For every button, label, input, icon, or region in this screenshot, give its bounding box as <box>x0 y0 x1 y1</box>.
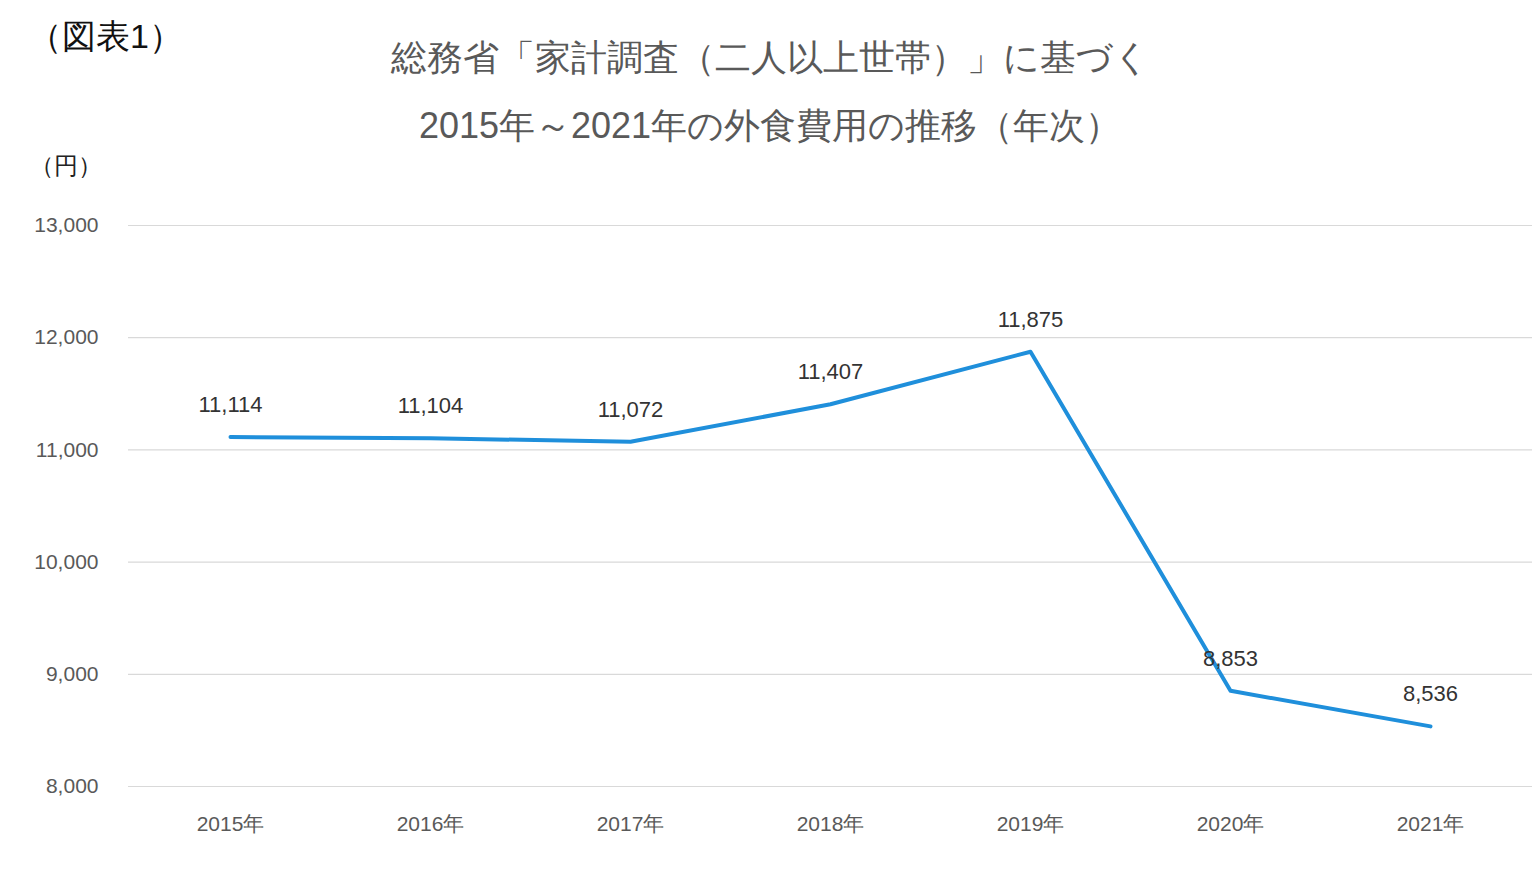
svg-text:2020年: 2020年 <box>1197 812 1265 835</box>
svg-text:11,407: 11,407 <box>798 359 864 384</box>
svg-text:2018年: 2018年 <box>797 812 865 835</box>
svg-text:10,000: 10,000 <box>34 550 98 573</box>
html-text:（図表1）: （図表1） <box>28 17 183 55</box>
svg-text:2017年: 2017年 <box>597 812 665 835</box>
svg-text:11,114: 11,114 <box>198 392 262 417</box>
html-text:（円）: （円） <box>30 152 102 179</box>
svg-text:11,000: 11,000 <box>36 438 99 461</box>
svg-text:13,000: 13,000 <box>34 213 98 236</box>
svg-text:11,875: 11,875 <box>998 307 1064 332</box>
html-text:総務省「家計調査（二人以上世帯）」に基づく 2015年～20: 総務省「家計調査（二人以上世帯）」に基づく 2015年～2021年の外食費用の推… <box>390 37 1150 146</box>
svg-text:2016年: 2016年 <box>397 812 465 835</box>
svg-text:8,536: 8,536 <box>1403 681 1458 706</box>
svg-text:12,000: 12,000 <box>34 325 98 348</box>
svg-text:2019年: 2019年 <box>997 812 1065 835</box>
svg-text:2015年: 2015年 <box>197 812 265 835</box>
svg-text:8,000: 8,000 <box>46 774 99 797</box>
svg-text:11,104: 11,104 <box>398 393 464 418</box>
svg-text:11,072: 11,072 <box>598 397 664 422</box>
svg-text:9,000: 9,000 <box>46 662 99 685</box>
svg-text:8,853: 8,853 <box>1203 646 1258 671</box>
svg-text:2021年: 2021年 <box>1397 812 1465 835</box>
